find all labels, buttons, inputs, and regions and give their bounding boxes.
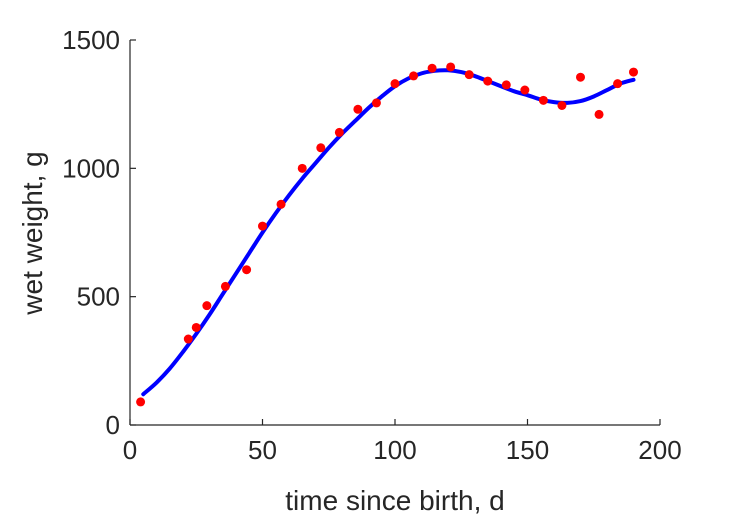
data-point [183,334,193,344]
axes: 0 50 100 150 200 0 500 1000 1500 [62,25,682,465]
data-point [446,62,456,72]
x-tick-label: 50 [248,435,277,465]
x-tick-label: 0 [123,435,137,465]
data-point [297,163,307,173]
data-point [371,98,381,108]
data-point [220,281,230,291]
data-point [557,100,567,110]
y-axis-label: wet weight, g [17,151,48,315]
data-point [594,109,604,119]
x-tick-label: 150 [506,435,549,465]
x-tick-label: 200 [638,435,681,465]
y-tick-label: 0 [106,410,120,440]
x-tick-label: 100 [373,435,416,465]
data-point [276,199,286,209]
data-point [390,79,400,89]
data-point [316,143,326,153]
x-axis-label: time since birth, d [285,485,504,516]
data-point [191,322,201,332]
y-tick-label: 500 [77,282,120,312]
data-point [409,71,419,81]
data-points-layer [136,62,638,407]
data-point [464,70,474,80]
data-point [483,76,493,86]
fit-curve [141,68,636,397]
data-point [258,221,267,231]
data-point [202,301,212,311]
data-point [501,80,511,90]
y-tick-label: 1500 [62,25,120,55]
data-point [576,72,585,82]
fit-curve-layer [141,68,636,397]
data-point [520,85,530,95]
data-point [334,127,344,137]
data-point [242,265,252,275]
data-point [613,79,623,89]
data-point [427,63,437,73]
y-tick-label: 1000 [62,153,120,183]
data-point [629,67,638,77]
data-point [353,104,363,114]
data-point [136,397,146,407]
data-point [538,95,548,105]
